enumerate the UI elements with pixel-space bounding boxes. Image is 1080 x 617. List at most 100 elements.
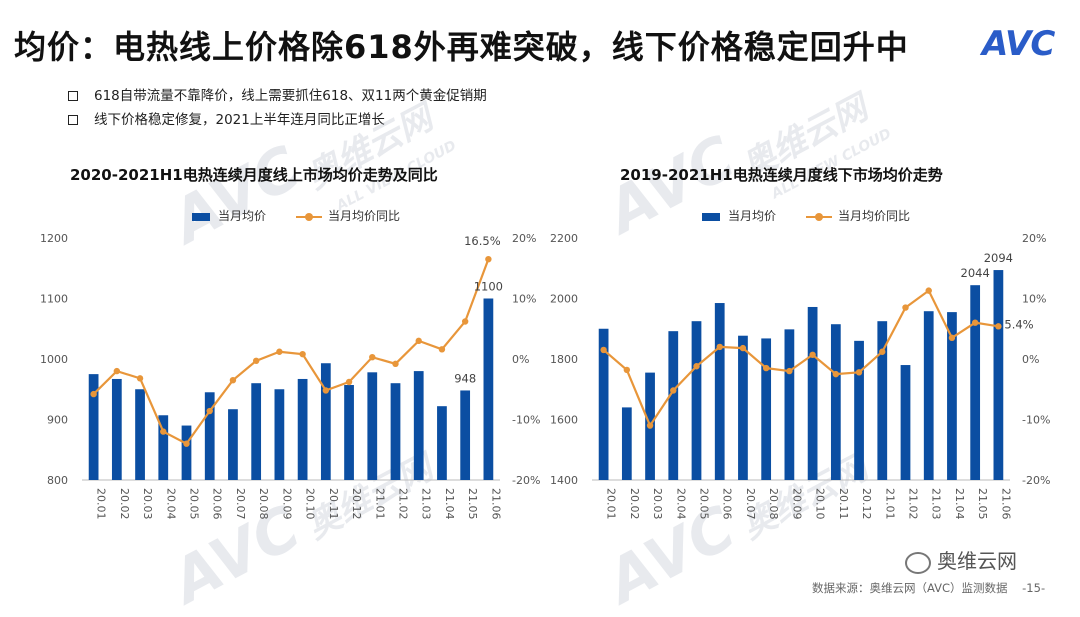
bullet-text: 618自带流量不靠降价，线上需要抓住618、双11两个黄金促销期 [94,88,487,104]
x-tick-label: 20.01 [95,488,108,520]
y-right-tick-label: 10% [1022,293,1046,306]
line-point [971,319,979,326]
line-point [995,323,1002,330]
line-point [160,428,167,435]
bar [784,329,795,480]
y-right-tick-label: -10% [512,414,540,427]
line-point [369,353,376,361]
avc-logo: AVC [982,24,1055,64]
bar [830,324,841,480]
bar [761,338,772,480]
x-tick-label: 20.02 [628,488,641,520]
bullet-text: 线下价格稳定修复，2021上半年连月同比正增长 [94,112,385,128]
bar [367,372,378,480]
series-line [602,288,999,428]
bullet-item: 线下价格稳定修复，2021上半年连月同比正增长 [68,108,487,132]
y-right-tick-label: 20% [1022,232,1046,245]
line-point [902,304,909,311]
line-point [693,363,700,370]
line-point [879,348,886,355]
bar [204,392,215,480]
x-tick-label: 20.04 [674,488,687,520]
wechat-name: 奥维云网 [937,549,1017,573]
page-title: 均价：电热线上价格除618外再难突破，线下价格稳定回升中 [14,28,909,66]
series-line [92,258,490,446]
chart1-title: 2020-2021H1电热连续月度线上市场均价走势及同比 [70,166,438,184]
x-tick-label: 21.03 [930,488,943,520]
bar [390,383,401,480]
y-left-tick-label: 2000 [550,293,578,306]
bar [993,270,1004,480]
bar [900,365,911,480]
y-left-tick-label: 800 [47,474,68,487]
x-tick-label: 21.05 [976,488,989,520]
bar [111,378,122,480]
line-point [670,387,677,394]
chart2-title: 2019-2021H1电热连续月度线下市场均价走势 [620,166,943,184]
y-left-tick-label: 1200 [40,232,68,245]
square-bullet-icon [68,91,78,101]
line-point [925,287,932,294]
bar-data-label: 1100 [474,280,503,294]
bar [947,312,957,480]
legend-bar-label: 当月均价 [218,209,267,223]
line-point [206,407,213,415]
line-point [623,366,631,374]
bar [483,298,494,480]
chart1-legend: 当月均价 当月均价同比 [192,207,400,224]
line-data-label: 5.4% [1004,317,1033,331]
chart2-legend: 当月均价 当月均价同比 [702,207,910,224]
x-tick-label: 21.02 [907,488,920,520]
data-source: 数据来源：奥维云网（AVC）监测数据 -15- [812,580,1045,596]
square-bullet-icon [68,115,78,125]
x-tick-label: 21.06 [489,488,502,520]
line-point [322,387,330,394]
line-point [345,378,353,386]
bar [621,407,632,480]
line-point [438,346,446,353]
line-point [739,344,747,352]
x-tick-label: 20.08 [257,488,270,520]
x-tick-label: 21.06 [999,488,1012,520]
line-point [299,350,306,358]
legend-bar-label: 当月均价 [728,209,777,223]
legend-bar-swatch [192,212,210,221]
bar [923,311,934,480]
chart2-plot: 2200 2000 1800 1600 1400 20% 10% 0% -10% -20% 20.0… [550,232,1050,520]
wechat-account: 奥维云网 [905,545,1017,574]
x-tick-label: 21.02 [397,488,410,520]
x-tick-label: 20.04 [164,488,177,520]
bar [228,409,238,480]
x-tick-label: 21.04 [953,488,966,520]
bar [274,389,285,480]
bar [460,390,471,480]
x-tick-label: 20.12 [350,488,363,520]
x-tick-label: 20.11 [327,488,340,520]
bar [413,371,424,480]
line-point [786,367,793,375]
bar [877,321,888,480]
line-point [646,422,654,429]
line-data-label: 16.5% [464,234,501,248]
line-point [229,376,237,384]
legend-bar-swatch [702,212,720,221]
y-left-tick-label: 1100 [40,293,68,306]
y-right-tick-label: -10% [1022,414,1050,427]
legend-line-label: 当月均价同比 [838,209,911,223]
bar [691,321,702,480]
line-point [113,367,121,375]
bar [135,389,145,480]
x-tick-label: 20.06 [721,488,734,520]
x-tick-label: 20.10 [304,488,317,520]
bar [320,363,331,480]
bar [598,328,609,480]
line-point [832,370,840,378]
line-point [461,318,469,325]
x-tick-label: 20.07 [234,488,247,520]
page-number: -15- [1022,581,1046,595]
x-tick-label: 20.10 [814,488,827,520]
logo-text: AVC [982,24,1055,64]
bar [738,335,748,480]
legend-line-swatch [806,212,833,221]
bar [854,340,864,480]
